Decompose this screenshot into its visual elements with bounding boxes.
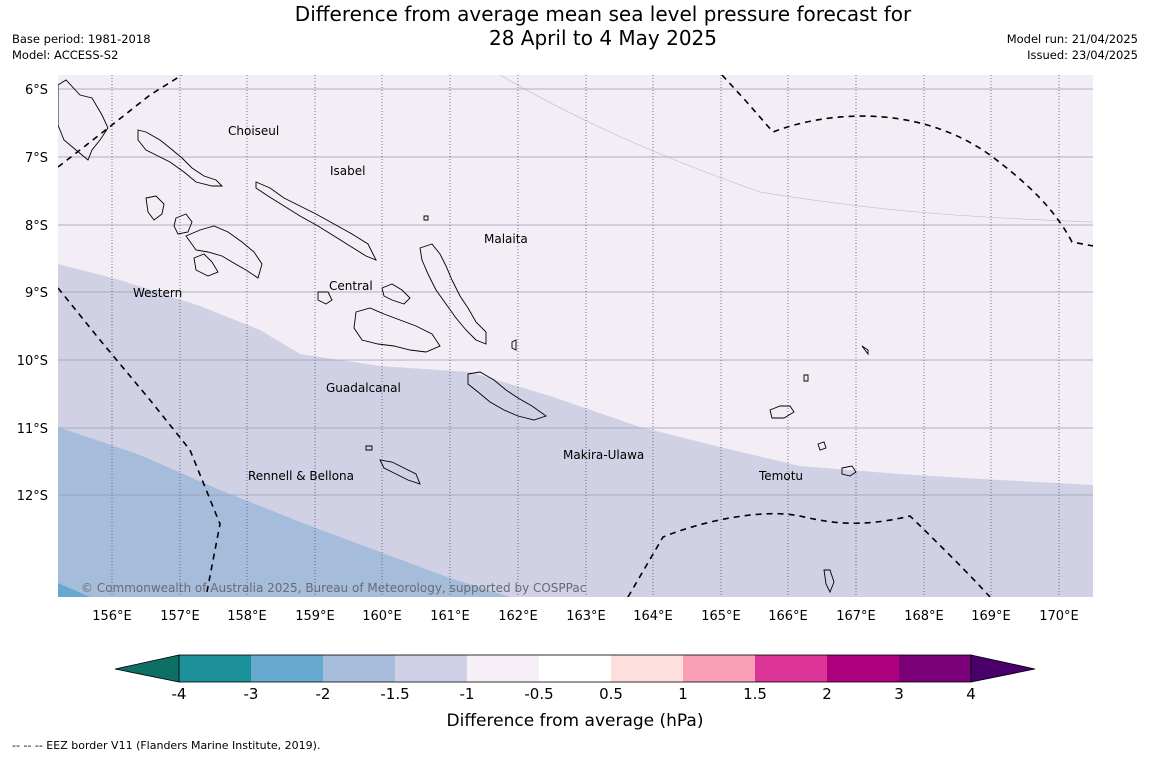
lon-label: 163°E <box>566 609 606 624</box>
region-label: Western <box>133 286 182 300</box>
lon-label: 164°E <box>633 609 673 624</box>
lon-label: 161°E <box>430 609 470 624</box>
colorbar-swatch <box>755 655 827 682</box>
colorbar-tick: 3 <box>894 685 904 703</box>
graticule <box>58 75 1093 597</box>
colorbar <box>114 654 1036 683</box>
longitude-labels: 156°E 157°E 158°E 159°E 160°E 161°E 162°… <box>92 609 1079 624</box>
region-label: Choiseul <box>228 124 279 138</box>
lon-label: 162°E <box>498 609 538 624</box>
lon-label: 157°E <box>160 609 200 624</box>
colorbar-tick: -1 <box>460 685 475 703</box>
lon-label: 166°E <box>768 609 808 624</box>
colorbar-tick: -1.5 <box>380 685 409 703</box>
lat-label: 10°S <box>17 354 48 369</box>
colorbar-swatch <box>179 655 251 682</box>
colorbar-tick: -0.5 <box>524 685 553 703</box>
region-label: Temotu <box>758 469 803 483</box>
lon-label: 158°E <box>227 609 267 624</box>
region-label: Isabel <box>330 164 365 178</box>
colorbar-tick: 2 <box>822 685 832 703</box>
lat-label: 8°S <box>25 219 48 234</box>
band-minus2-to-minus15 <box>58 427 510 597</box>
colorbar-swatch <box>539 655 611 682</box>
model-name: Model: ACCESS-S2 <box>12 48 119 62</box>
colorbar-outline <box>178 654 972 683</box>
lon-label: 165°E <box>701 609 741 624</box>
colorbar-tick: 4 <box>966 685 976 703</box>
lat-label: 12°S <box>17 489 48 504</box>
base-period: Base period: 1981-2018 <box>12 32 151 46</box>
map-title: Difference from average mean sea level p… <box>0 2 1150 50</box>
eez-footnote: -- -- -- EEZ border V11 (Flanders Marine… <box>12 739 321 752</box>
colorbar-tick: -2 <box>316 685 331 703</box>
lon-label: 169°E <box>971 609 1011 624</box>
title-line-2: 28 April to 4 May 2025 <box>489 26 717 50</box>
lat-label: 7°S <box>25 151 48 166</box>
colorbar-tick: 1.5 <box>743 685 767 703</box>
colorbar-swatch <box>467 655 539 682</box>
lat-label: 6°S <box>25 83 48 98</box>
band-minus15-to-minus1 <box>58 264 1093 597</box>
colorbar-title: Difference from average (hPa) <box>447 711 704 731</box>
lon-label: 156°E <box>92 609 132 624</box>
title-line-1: Difference from average mean sea level p… <box>294 2 912 26</box>
colorbar-tick: -4 <box>172 685 187 703</box>
colorbar-swatch <box>323 655 395 682</box>
region-label: Malaita <box>484 232 528 246</box>
colorbar-tick: 1 <box>678 685 688 703</box>
lon-label: 170°E <box>1039 609 1079 624</box>
colorbar-tick: 0.5 <box>599 685 623 703</box>
colorbar-swatch <box>899 655 971 682</box>
lon-label: 159°E <box>295 609 335 624</box>
colorbar-swatch <box>827 655 899 682</box>
eez-borders <box>58 75 1093 597</box>
region-label: Makira-Ulawa <box>563 448 644 462</box>
issued-date: Issued: 23/04/2025 <box>1027 48 1138 62</box>
meta-left: Base period: 1981-2018 Model: ACCESS-S2 <box>12 31 151 63</box>
copyright-notice: © Commonwealth of Australia 2025, Bureau… <box>81 581 586 595</box>
colorbar-swatch <box>251 655 323 682</box>
region-label: Guadalcanal <box>326 381 401 395</box>
colorbar-tick: -3 <box>244 685 259 703</box>
map-area <box>58 75 1093 597</box>
region-labels: Choiseul Isabel Malaita Western Central … <box>133 124 803 483</box>
lat-label: 11°S <box>17 422 48 437</box>
band-minus3-to-minus2 <box>58 583 90 597</box>
colorbar-extend-high <box>970 654 1036 683</box>
coastlines <box>58 79 869 594</box>
lon-label: 168°E <box>904 609 944 624</box>
lat-label: 9°S <box>25 286 48 301</box>
region-label: Central <box>329 279 373 293</box>
model-run: Model run: 21/04/2025 <box>1006 32 1138 46</box>
region-label: Rennell & Bellona <box>248 469 354 483</box>
colorbar-swatch <box>611 655 683 682</box>
meta-right: Model run: 21/04/2025 Issued: 23/04/2025 <box>1007 31 1138 63</box>
lon-label: 160°E <box>362 609 402 624</box>
lon-label: 167°E <box>836 609 876 624</box>
latitude-labels: 6°S 7°S 8°S 9°S 10°S 11°S 12°S <box>17 83 48 504</box>
colorbar-extend-low <box>114 654 180 683</box>
contour-line <box>499 75 1093 223</box>
colorbar-swatch <box>683 655 755 682</box>
colorbar-tick-labels: -4 -3 -2 -1.5 -1 -0.5 0.5 1 1.5 2 3 4 <box>172 685 976 703</box>
colorbar-swatch <box>395 655 467 682</box>
